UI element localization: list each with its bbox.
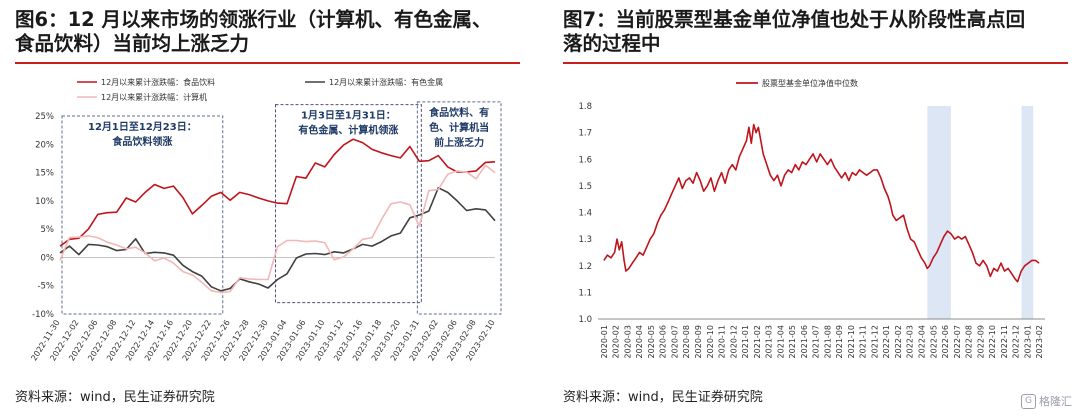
x-tick-label: 2020-01 <box>600 325 609 358</box>
y-tick-label: 1.4 <box>578 209 592 219</box>
x-tick-label: 2020-04 <box>635 325 644 358</box>
x-tick-label: 2020-12 <box>729 325 738 358</box>
x-tick-label: 2021-06 <box>800 325 809 358</box>
y-tick-label: 1.6 <box>578 155 592 165</box>
x-tick-label: 2021-02 <box>753 325 762 358</box>
annotation-text: 1月3日至1月31日： <box>301 110 396 122</box>
annotation-text: 有色金属、计算机领涨 <box>298 124 398 137</box>
x-tick-label: 2023-01 <box>1023 325 1032 358</box>
x-tick-label: 2020-09 <box>694 325 703 358</box>
y-tick-label: -5% <box>37 282 54 292</box>
figure-7-source: 资料来源：wind，民生证券研究院 <box>563 390 763 405</box>
x-tick-label: 2020-10 <box>706 325 715 358</box>
x-tick-label: 2020-08 <box>682 325 691 358</box>
x-tick-label: 2021-04 <box>776 325 785 358</box>
x-tick-label: 2022-01 <box>882 325 891 358</box>
title-rule <box>15 62 520 64</box>
x-tick-label: 2022-04 <box>917 325 926 358</box>
y-tick-label: 1.0 <box>578 315 592 325</box>
figure-6-title: 图6：12 月以来市场的领涨行业（计算机、有色金属、 食品饮料）当前均上涨乏力 <box>15 8 492 55</box>
y-tick-label: 1.2 <box>578 262 592 272</box>
title-rule <box>563 62 1068 64</box>
x-tick-label: 2021-05 <box>788 325 797 358</box>
annotation-box <box>275 104 422 304</box>
y-tick-label: 20% <box>35 140 54 150</box>
y-tick-label: 1.1 <box>578 288 592 298</box>
y-tick-label: 25% <box>35 112 54 122</box>
x-tick-label: 2020-05 <box>647 325 656 358</box>
x-tick-label: 2022-03 <box>906 325 915 358</box>
x-tick-label: 2021-07 <box>812 325 821 358</box>
annotation-box <box>61 115 224 315</box>
annotation-text: 前上涨乏力 <box>434 136 484 149</box>
x-tick-label: 2020-11 <box>718 325 727 358</box>
y-tick-label: -10% <box>32 310 54 320</box>
x-tick-label: 2021-09 <box>835 325 844 358</box>
annotation-text: 食品饮料、有 <box>428 106 489 119</box>
shaded-period <box>1021 106 1034 319</box>
y-tick-label: 15% <box>35 169 54 179</box>
shaded-period <box>927 106 951 319</box>
x-tick-label: 2020-03 <box>623 325 632 358</box>
x-tick-label: 2021-03 <box>765 325 774 358</box>
annotation-text: 12月1日至12月23日： <box>88 121 197 133</box>
figure-7-title: 图7：当前股票型基金单位净值也处于从阶段性高点回 落的过程中 <box>563 8 1026 55</box>
x-tick-label: 2021-10 <box>847 325 856 358</box>
x-tick-label: 2022-09 <box>976 325 985 358</box>
figure-7-panel: 图7：当前股票型基金单位净值也处于从阶段性高点回 落的过程中 1.8 1.7 1.6… <box>553 0 1075 417</box>
series-line-1 <box>603 123 1040 283</box>
legend-label: 股票型基金单位净值中位数 <box>762 78 858 88</box>
x-tick-label: 2021-01 <box>741 325 750 358</box>
y-tick-label: 1.8 <box>578 102 592 112</box>
x-tick-label: 2023-02 <box>1035 325 1044 358</box>
x-tick-label: 2021-11 <box>859 325 868 358</box>
annotation-text: 食品饮料领涨 <box>111 135 172 148</box>
x-tick-label: 2022-05 <box>929 325 938 358</box>
x-tick-label: 2021-12 <box>870 325 879 358</box>
x-tick-label: 2020-06 <box>659 325 668 358</box>
watermark-logo-icon: G <box>1021 393 1036 409</box>
watermark-text: 格隆汇 <box>1039 395 1072 408</box>
legend-label: 12月以来累计涨跌幅：有色金属 <box>329 77 443 87</box>
annotation-box <box>416 101 502 315</box>
figure-6-source: 资料来源：wind，民生证券研究院 <box>15 390 215 405</box>
y-tick-label: 1.5 <box>578 182 592 192</box>
x-tick-label: 2020-02 <box>612 325 621 358</box>
x-tick-label: 2022-07 <box>953 325 962 358</box>
series-line-1 <box>59 138 496 247</box>
x-tick-label: 2020-07 <box>670 325 679 358</box>
x-tick-label: 2022-02 <box>894 325 903 358</box>
x-tick-label: 2022-08 <box>965 325 974 358</box>
x-tick-label: 2022-10 <box>988 325 997 358</box>
x-tick-label: 2022-11 <box>1000 325 1009 358</box>
y-tick-label: 5% <box>41 225 55 235</box>
x-tick-label: 2022-12 <box>1012 325 1021 358</box>
y-tick-label: 10% <box>35 197 54 207</box>
legend-label: 12月以来累计涨跌幅：食品饮料 <box>101 77 215 87</box>
y-tick-label: 1.3 <box>578 235 592 245</box>
legend-label: 12月以来累计涨跌幅：计算机 <box>101 92 207 102</box>
figure-6-chart: 25%20%15%10%5%0%-5%-10%2022-11-302022-12… <box>29 77 502 362</box>
y-tick-label: 0% <box>41 253 55 263</box>
x-tick-label: 2021-08 <box>823 325 832 358</box>
x-tick-label: 2022-06 <box>941 325 950 358</box>
series-line-3 <box>59 164 496 294</box>
annotation-text: 色、计算机当 <box>429 121 489 134</box>
y-tick-label: 1.7 <box>578 129 592 139</box>
watermark: G 格隆汇 <box>1021 393 1072 409</box>
figure-6-panel: 图6：12 月以来市场的领涨行业（计算机、有色金属、 食品饮料）当前均上涨乏力 … <box>5 0 525 417</box>
